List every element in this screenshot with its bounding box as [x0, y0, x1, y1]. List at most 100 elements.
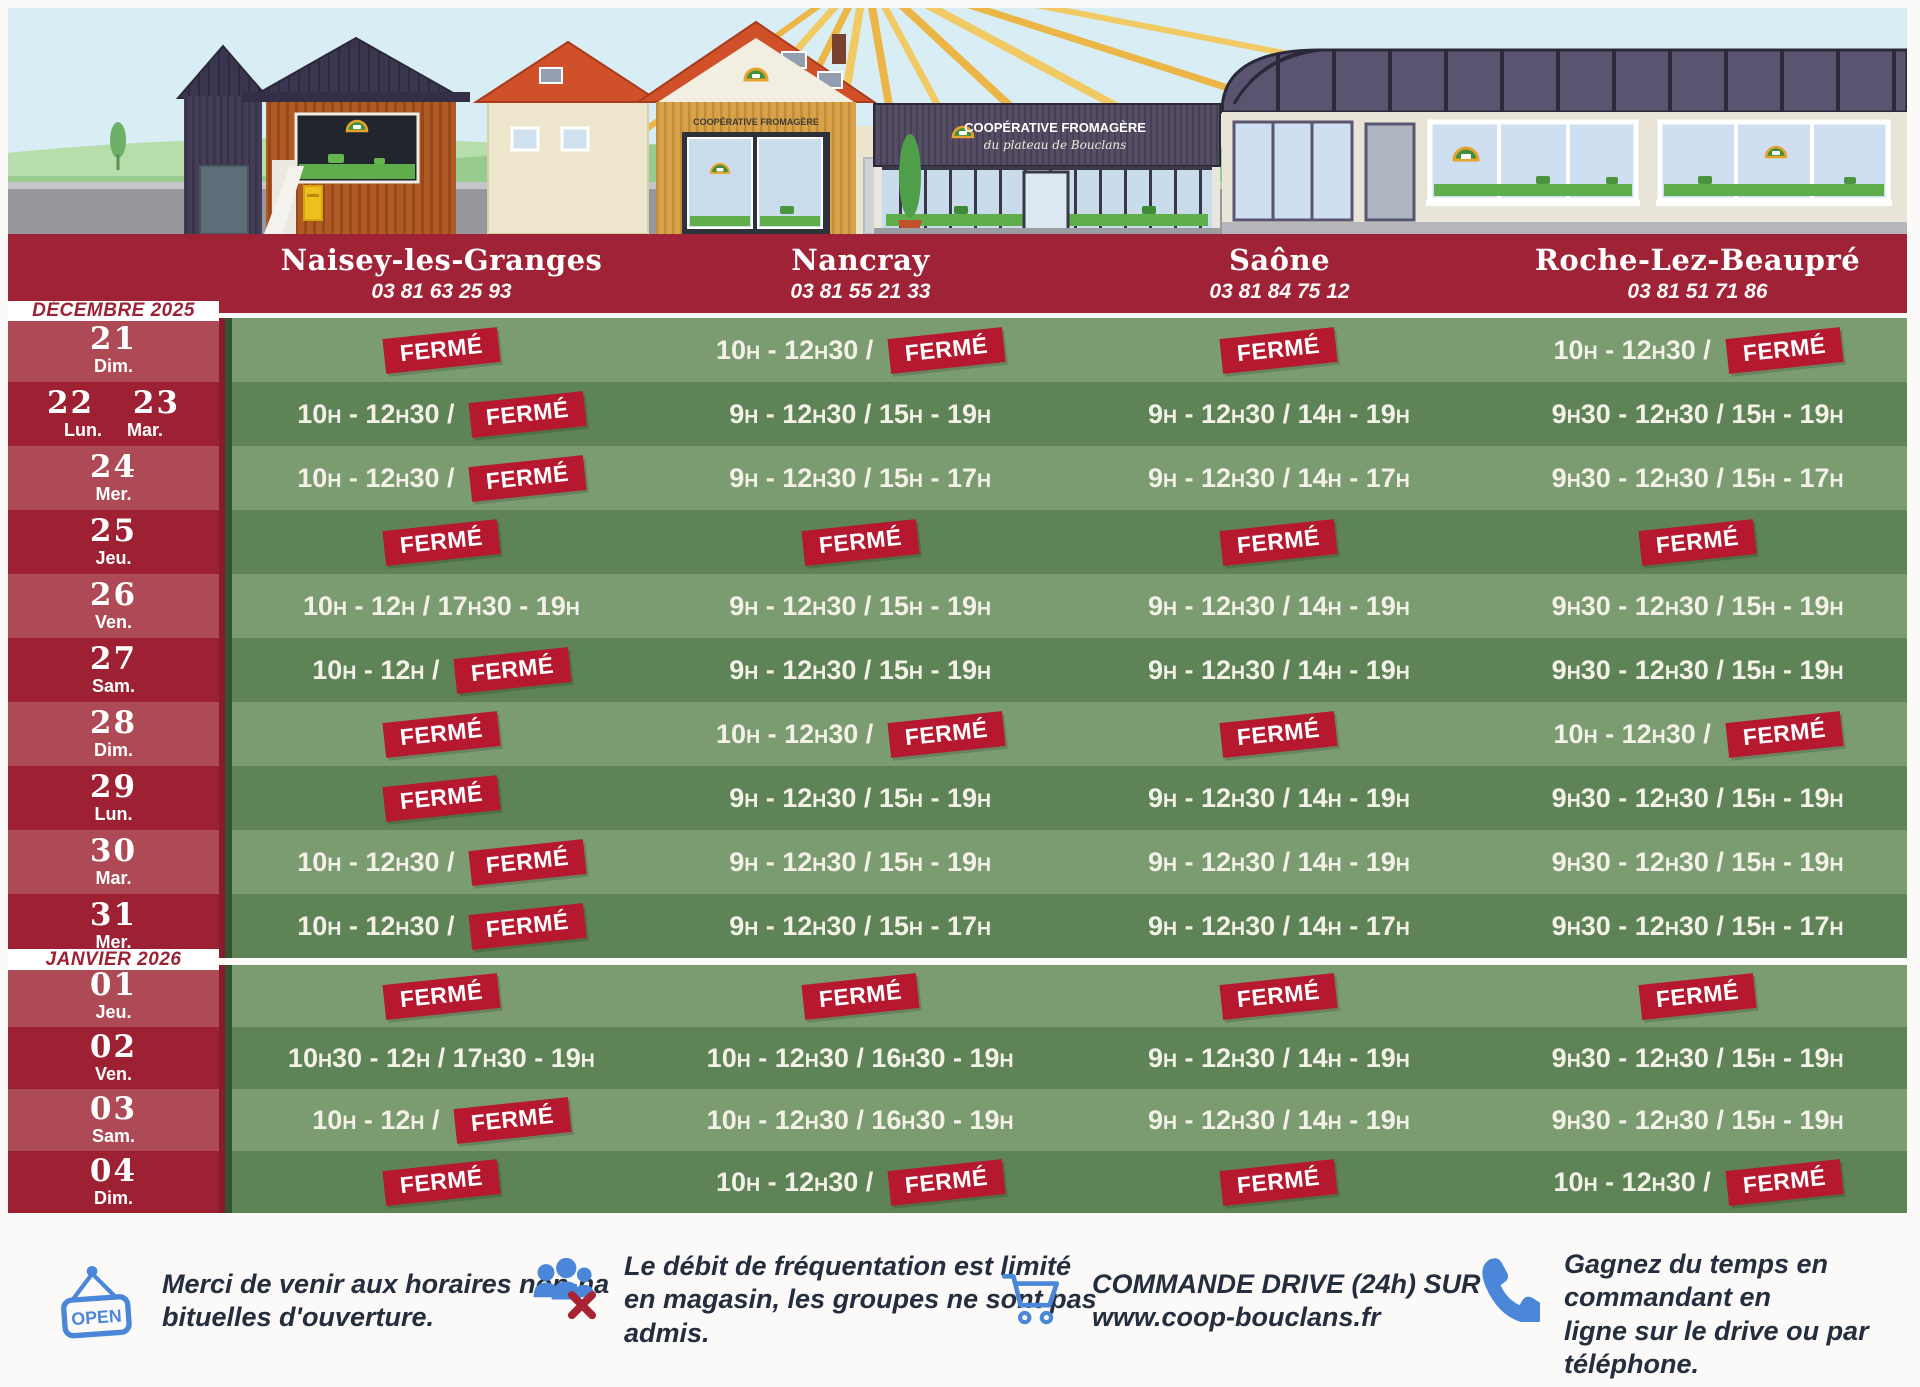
date-cell: 27 Sam. — [8, 638, 219, 702]
schedule-cell: 9H - 12H30 / 15H - 19H — [650, 638, 1070, 702]
hours-text: 10H - 12H30 / — [716, 334, 874, 365]
date-cell: 22 23 Lun. Mar. — [8, 382, 219, 446]
month-band-january: JANVIER 2026 — [8, 949, 219, 970]
hours-text: 9H - 12H30 / 14H - 17H — [1147, 910, 1410, 941]
hours-text: 9H30 - 12H30 / 15H - 19H — [1551, 398, 1844, 429]
date-cell: 24 Mer. — [8, 446, 219, 510]
logo-roundel-icon — [345, 119, 369, 133]
schedule-rows-january: 01 Jeu. FERMÉ FERMÉ FERMÉ FERMÉ 02 Ven. 10H30 - … — [8, 965, 1907, 1213]
cow-icon — [1698, 176, 1712, 184]
ferme-badge: FERMÉ — [1725, 1158, 1844, 1206]
schedule-cell: 9H - 12H30 / 15H - 19H — [650, 830, 1070, 894]
hours-text: 9H - 12H30 / 14H - 17H — [1147, 462, 1410, 493]
day-number: 30 — [89, 832, 138, 869]
hours-text: 9H30 - 12H30 / 15H - 19H — [1551, 654, 1844, 685]
ferme-badge: FERMÉ — [382, 972, 501, 1020]
ferme-badge: FERMÉ — [382, 326, 501, 374]
schedule-cell: 9H30 - 12H30 / 15H - 19H — [1488, 1027, 1907, 1089]
day-name: Jeu. — [95, 547, 132, 568]
schedule-cell: FERMÉ — [232, 766, 651, 830]
location-name: Naisey-les-Granges — [280, 243, 603, 277]
month-band-december: DÉCEMBRE 2025 — [8, 300, 219, 321]
schedule-cell: 9H - 12H30 / 14H - 19H — [1069, 1089, 1489, 1151]
date-cell: 28 Dim. — [8, 702, 219, 766]
ferme-badge: FERMÉ — [1219, 518, 1338, 566]
footer-note-order-online: Gagnez du temps en commandant en ligne s… — [1474, 1248, 1920, 1382]
schedule-cell: FERMÉ — [1488, 965, 1907, 1027]
hours-text: 10H - 12H30 / — [297, 398, 455, 429]
schedule-cell: FERMÉ — [232, 702, 651, 766]
day-name: Dim. — [93, 1187, 133, 1208]
schedule-row: 25 Jeu. FERMÉ FERMÉ FERMÉ FERMÉ — [8, 510, 1907, 574]
footer-note-drive: COMMANDE DRIVE (24h) SUR www.coop-boucla… — [1000, 1266, 1481, 1335]
footer-note-no-groups: Le débit de fréquentation est limité en … — [528, 1250, 1097, 1350]
schedule-cell: 10H30 - 12H / 17H30 - 19H — [232, 1027, 651, 1089]
schedule-cell: 10H - 12H30 / FERMÉ — [232, 382, 651, 446]
building-roche — [1220, 48, 1907, 234]
day-number: 22 23 — [46, 384, 181, 421]
schedule-cell: FERMÉ — [232, 318, 651, 382]
hours-text: 9H - 12H30 / 14H - 19H — [1147, 654, 1410, 685]
locations-header: Naisey-les-Granges 03 81 63 25 93 Nancra… — [8, 234, 1907, 313]
hours-text: 10H - 12H30 / — [716, 1166, 874, 1197]
ferme-badge: FERMÉ — [1725, 326, 1844, 374]
ferme-badge: FERMÉ — [887, 710, 1006, 758]
logo-roundel-icon — [951, 125, 975, 139]
saone-sign-line2: du plateau de Bouclans — [984, 138, 1127, 152]
hours-text: 9H - 12H30 / 14H - 19H — [1147, 1104, 1410, 1135]
ferme-badge: FERMÉ — [468, 454, 587, 502]
month-label: DÉCEMBRE 2025 — [32, 300, 195, 321]
cart-icon — [1001, 1273, 1060, 1325]
schedule-cell: 9H - 12H30 / 15H - 17H — [650, 446, 1070, 510]
date-cell: 04 Dim. — [8, 1151, 219, 1213]
cow-icon — [780, 206, 794, 214]
location-name: Nancray — [791, 243, 930, 277]
schedule-row: 24 Mer. 10H - 12H30 / FERMÉ 9H - 12H30 / 15H… — [8, 446, 1907, 510]
hours-text: 9H - 12H30 / 15H - 17H — [729, 462, 992, 493]
logo-roundel-icon — [1764, 145, 1788, 159]
schedule-cell: FERMÉ — [1069, 702, 1489, 766]
location-phone: 03 81 84 75 12 — [1209, 280, 1350, 303]
schedule-cell: 10H - 12H30 / FERMÉ — [1488, 702, 1907, 766]
schedule-cell: 10H - 12H30 / FERMÉ — [1488, 318, 1907, 382]
hours-text: 9H - 12H30 / 14H - 19H — [1147, 590, 1410, 621]
schedule-cell: FERMÉ — [1069, 965, 1489, 1027]
location-name: Roche-Lez-Beaupré — [1534, 243, 1861, 277]
day-name: Ven. — [94, 611, 133, 632]
schedule-cell: 9H - 12H30 / 14H - 19H — [1069, 638, 1489, 702]
hours-text: 9H30 - 12H30 / 15H - 19H — [1551, 590, 1844, 621]
date-cell: 31 Mer. — [8, 894, 219, 958]
schedule-row: 30 Mar. 10H - 12H30 / FERMÉ 9H - 12H30 / 15H… — [8, 830, 1907, 894]
schedule-cell: 9H - 12H30 / 14H - 19H — [1069, 830, 1489, 894]
cow-icon — [1142, 206, 1156, 214]
schedule-cell: 9H - 12H30 / 14H - 17H — [1069, 894, 1489, 958]
schedule-cell: 10H - 12H30 / FERMÉ — [650, 318, 1070, 382]
schedule-row: 04 Dim. FERMÉ 10H - 12H30 /FERMÉ FERMÉ 10H - … — [8, 1151, 1907, 1213]
day-name: Ven. — [94, 1063, 133, 1084]
schedule-row: 02 Ven. 10H30 - 12H / 17H30 - 19H 10H - 12H… — [8, 1027, 1907, 1089]
schedule-cell: 10H - 12H30 / FERMÉ — [650, 702, 1070, 766]
day-name: Sam. — [91, 1125, 136, 1146]
hours-text: 10H - 12H / — [312, 1104, 440, 1135]
hours-text: 10H30 - 12H / 17H30 - 19H — [287, 1042, 595, 1073]
hours-text: 10H - 12H / 17H30 - 19H — [302, 590, 580, 621]
schedule-row: 29 Lun. FERMÉ 9H - 12H30 / 15H - 19H 9H - 12… — [8, 766, 1907, 830]
hours-text: 9H - 12H30 / 14H - 19H — [1147, 846, 1410, 877]
hours-text: 10H - 12H30 / — [297, 846, 455, 877]
ferme-badge: FERMÉ — [468, 902, 587, 950]
ferme-badge: FERMÉ — [1638, 972, 1757, 1020]
hours-text: 10H - 12H / — [312, 654, 440, 685]
ferme-badge: FERMÉ — [1638, 518, 1757, 566]
day-name: Lun. Mar. — [63, 419, 163, 440]
schedule-cell: FERMÉ — [232, 510, 651, 574]
day-name: Sam. — [91, 675, 136, 696]
hours-text: 9H - 12H30 / 15H - 17H — [729, 910, 992, 941]
date-cell: 26 Ven. — [8, 574, 219, 638]
footer-note-opening-hours: OPEN Merci de venir aux horaires non-ha … — [58, 1262, 609, 1342]
ferme-badge: FERMÉ — [1219, 710, 1338, 758]
day-number: 27 — [89, 640, 138, 677]
location-phone: 03 81 55 21 33 — [790, 280, 931, 303]
hours-text: 9H - 12H30 / 14H - 19H — [1147, 782, 1410, 813]
date-cell: 25 Jeu. — [8, 510, 219, 574]
ferme-badge: FERMÉ — [468, 390, 587, 438]
